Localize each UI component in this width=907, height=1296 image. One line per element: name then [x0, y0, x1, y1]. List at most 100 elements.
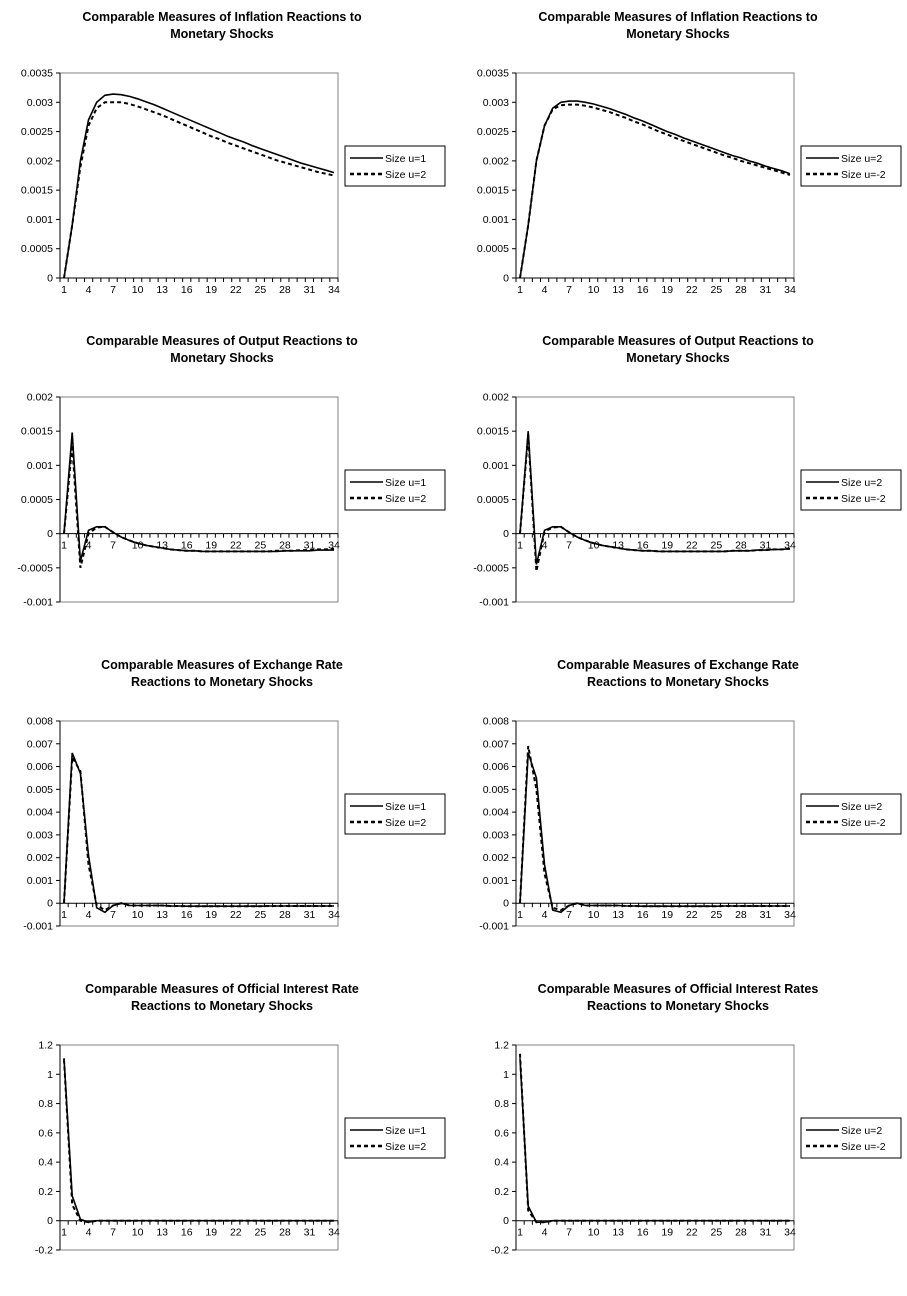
y-tick-label: 0.001 [483, 875, 509, 887]
y-tick-label: -0.001 [23, 597, 53, 609]
chart-svg: Comparable Measures of Exchange Rate Reac… [23, 658, 446, 933]
y-tick-label: 0.003 [27, 829, 53, 841]
y-tick-label: -0.0005 [473, 562, 509, 574]
x-tick-label: 10 [588, 1227, 600, 1239]
y-tick-label: 0.008 [483, 716, 509, 728]
y-tick-label: -0.001 [23, 921, 53, 933]
x-tick-label: 16 [637, 540, 649, 552]
legend-label: Size u=1 [385, 153, 426, 165]
x-tick-label: 13 [156, 540, 168, 552]
x-tick-label: 22 [686, 540, 698, 552]
x-tick-label: 25 [711, 540, 723, 552]
x-tick-label: 13 [156, 284, 168, 296]
chart-panel: Comparable Measures of Exchange Rate Reac… [456, 648, 907, 972]
y-tick-label: 1.2 [38, 1040, 53, 1052]
y-tick-label: 0 [503, 528, 509, 540]
y-tick-label: 0.006 [483, 761, 509, 773]
x-tick-label: 7 [566, 909, 572, 921]
y-tick-label: 0.001 [483, 214, 509, 226]
x-tick-label: 4 [86, 1227, 92, 1239]
x-tick-label: 34 [328, 540, 340, 552]
series-line [63, 93, 335, 279]
plot-area [515, 1044, 795, 1251]
y-tick-label: 1 [47, 1069, 53, 1081]
x-tick-label: 7 [110, 1227, 116, 1239]
y-tick-label: 0.002 [483, 155, 509, 167]
x-tick-label: 1 [517, 1227, 523, 1239]
x-tick-label: 10 [132, 284, 144, 296]
x-tick-label: 19 [205, 909, 217, 921]
x-tick-label: 31 [304, 909, 316, 921]
series-line [63, 432, 334, 562]
x-tick-label: 19 [661, 909, 673, 921]
x-tick-label: 7 [566, 540, 572, 552]
x-tick-label: 1 [61, 1227, 67, 1239]
x-tick-label: 31 [304, 540, 316, 552]
y-tick-label: 0 [47, 1215, 53, 1227]
x-tick-label: 22 [230, 284, 242, 296]
chart-title: Comparable Measures of Exchange Rate [101, 658, 343, 672]
x-tick-label: 16 [637, 909, 649, 921]
y-tick-label: 0.0015 [21, 185, 53, 197]
legend-label: Size u=1 [385, 1125, 426, 1137]
x-tick-label: 31 [304, 1227, 316, 1239]
y-tick-label: 0 [47, 273, 53, 285]
x-tick-label: 28 [279, 909, 291, 921]
y-tick-label: 0.0015 [21, 426, 53, 438]
x-tick-label: 28 [279, 1227, 291, 1239]
y-tick-label: 1 [503, 1069, 509, 1081]
legend-box [344, 145, 446, 187]
series-line [63, 754, 334, 912]
legend-label: Size u=2 [385, 817, 426, 829]
y-tick-label: 0.0035 [21, 68, 53, 80]
legend-label: Size u=2 [385, 493, 426, 505]
y-tick-label: 0.004 [27, 807, 53, 819]
y-tick-label: 0 [503, 1215, 509, 1227]
chart-panel: Comparable Measures of Inflation Reactio… [0, 0, 453, 324]
chart-svg: Comparable Measures of Output Reactions … [473, 334, 902, 609]
y-tick-label: -0.2 [35, 1245, 53, 1257]
x-tick-label: 34 [328, 1227, 340, 1239]
x-tick-label: 1 [517, 540, 523, 552]
plot-area [515, 720, 795, 927]
y-tick-label: 0.002 [483, 852, 509, 864]
chart-title: Reactions to Monetary Shocks [587, 675, 769, 689]
legend-box [344, 793, 446, 835]
series-line [519, 434, 791, 572]
x-tick-label: 13 [612, 540, 624, 552]
series-line [519, 431, 791, 565]
x-tick-label: 7 [110, 909, 116, 921]
chart-title: Comparable Measures of Output Reactions … [86, 334, 358, 348]
series-line [519, 745, 790, 912]
x-tick-label: 22 [230, 540, 242, 552]
x-tick-label: 22 [230, 909, 242, 921]
legend-label: Size u=-2 [841, 169, 886, 181]
x-tick-label: 31 [760, 1227, 772, 1239]
x-tick-label: 1 [517, 284, 523, 296]
chart-title: Comparable Measures of Official Interest… [85, 982, 359, 996]
x-tick-label: 25 [255, 1227, 267, 1239]
x-tick-label: 10 [132, 540, 144, 552]
x-tick-label: 28 [279, 540, 291, 552]
x-tick-label: 13 [612, 284, 624, 296]
legend-box [344, 469, 446, 511]
x-tick-label: 28 [279, 284, 291, 296]
legend-label: Size u=-2 [841, 1141, 886, 1153]
y-tick-label: 0.002 [483, 392, 509, 404]
legend-label: Size u=2 [841, 477, 882, 489]
x-tick-label: 16 [637, 284, 649, 296]
x-tick-label: 28 [735, 540, 747, 552]
y-tick-label: 0 [47, 898, 53, 910]
x-tick-label: 28 [735, 1227, 747, 1239]
x-tick-label: 22 [230, 1227, 242, 1239]
chart-title: Monetary Shocks [626, 351, 730, 365]
y-tick-label: 0.003 [27, 97, 53, 109]
series-line [63, 1059, 334, 1224]
legend-box [800, 793, 902, 835]
x-tick-label: 34 [784, 909, 796, 921]
x-tick-label: 10 [588, 540, 600, 552]
y-tick-label: 0.4 [38, 1157, 53, 1169]
plot-area [59, 396, 339, 603]
x-tick-label: 19 [205, 540, 217, 552]
